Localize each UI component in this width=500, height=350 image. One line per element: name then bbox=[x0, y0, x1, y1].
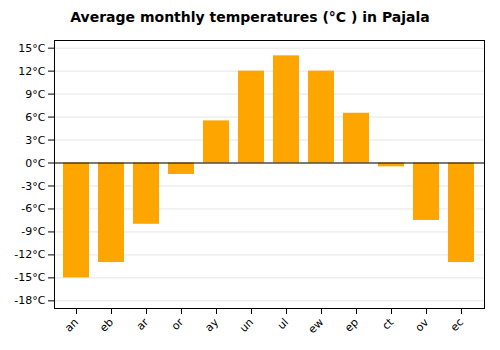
svg-text:un: un bbox=[237, 316, 256, 335]
svg-text:ct: ct bbox=[380, 315, 397, 332]
svg-text:-9°C: -9°C bbox=[21, 225, 45, 238]
svg-text:9°C: 9°C bbox=[25, 88, 45, 101]
svg-text:ul: ul bbox=[275, 316, 291, 332]
svg-text:12°C: 12°C bbox=[18, 65, 45, 78]
svg-text:15°C: 15°C bbox=[18, 42, 45, 55]
svg-text:ec: ec bbox=[448, 316, 466, 334]
svg-text:-18°C: -18°C bbox=[14, 294, 45, 307]
svg-text:an: an bbox=[62, 316, 81, 335]
html-text:Average monthly temperatures (: Average monthly temperatures (°C ) in Pa… bbox=[70, 9, 430, 25]
svg-text:0°C: 0°C bbox=[25, 157, 45, 170]
svg-text:6°C: 6°C bbox=[25, 111, 45, 124]
svg-text:-6°C: -6°C bbox=[21, 202, 45, 215]
svg-text:eb: eb bbox=[97, 316, 116, 335]
svg-text:-15°C: -15°C bbox=[14, 271, 45, 284]
svg-text:or: or bbox=[169, 315, 186, 332]
svg-text:-3°C: -3°C bbox=[21, 180, 45, 193]
svg-text:ay: ay bbox=[203, 315, 222, 334]
svg-text:3°C: 3°C bbox=[25, 134, 45, 147]
svg-text:ew: ew bbox=[306, 316, 326, 336]
svg-text:ar: ar bbox=[134, 315, 151, 332]
svg-text:ep: ep bbox=[342, 316, 361, 335]
svg-text:ov: ov bbox=[413, 315, 432, 334]
svg-text:-12°C: -12°C bbox=[14, 248, 45, 261]
